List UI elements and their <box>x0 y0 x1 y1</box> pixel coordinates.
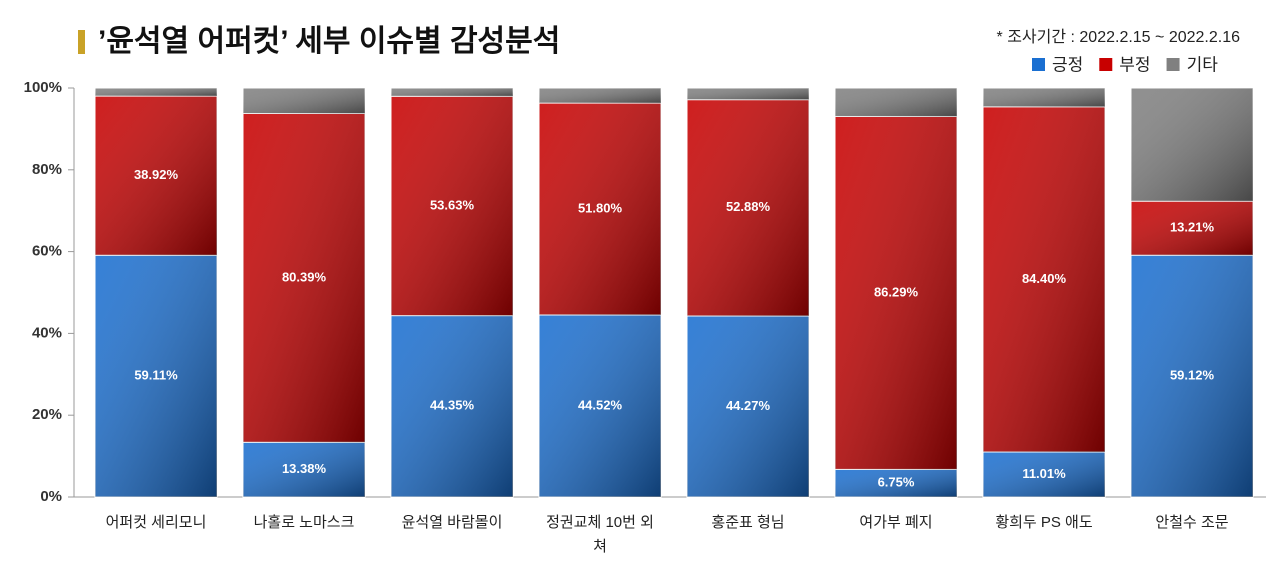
bar-shade <box>539 103 661 315</box>
value-label: 59.11% <box>134 368 178 383</box>
x-tick-label: 어퍼컷 세리모니 <box>105 514 207 531</box>
legend-swatch <box>1032 58 1045 71</box>
x-tick-label: 나홀로 노마스크 <box>253 514 355 531</box>
bar-shade <box>983 451 1105 497</box>
bar-shade <box>243 88 365 114</box>
bar-shade <box>687 99 809 316</box>
value-label: 59.12% <box>1170 368 1215 383</box>
bar-shade <box>687 315 809 497</box>
y-tick-label: 40% <box>32 324 62 341</box>
bar-shade <box>539 88 661 104</box>
bar-shade <box>835 469 957 497</box>
bar-shade <box>835 116 957 470</box>
bar-shade <box>243 113 365 443</box>
value-label: 84.40% <box>1022 271 1067 286</box>
bar-shade <box>391 88 513 97</box>
value-label: 11.01% <box>1022 466 1066 481</box>
value-label: 80.39% <box>282 269 327 284</box>
bar-shade <box>983 106 1105 452</box>
title-marker <box>78 30 85 54</box>
value-label: 44.52% <box>578 397 623 412</box>
bar-shade <box>391 96 513 316</box>
value-label: 13.38% <box>282 461 327 476</box>
subtitle: * 조사기간 : 2022.2.15 ~ 2022.2.16 <box>997 28 1241 46</box>
bar-shade <box>95 255 217 497</box>
bar-shade <box>983 88 1105 107</box>
value-label: 6.75% <box>878 475 915 490</box>
y-tick-label: 20% <box>32 406 62 423</box>
bar-shade <box>835 88 957 117</box>
value-label: 44.27% <box>726 398 771 413</box>
legend-swatch <box>1166 58 1180 71</box>
bar-shade <box>1131 88 1253 202</box>
bar-shade <box>1131 201 1253 256</box>
chart-title: ’윤석열 어퍼컷’ 세부 이슈별 감성분석 <box>98 25 560 58</box>
bar-shade <box>687 88 809 100</box>
bar-shade <box>391 315 513 497</box>
y-tick-label: 100% <box>24 79 62 96</box>
value-label: 44.35% <box>430 398 475 413</box>
bar-shade <box>95 88 217 97</box>
legend-swatch <box>1099 58 1113 71</box>
bar-shade <box>1131 255 1253 497</box>
x-tick-label: 안철수 조문 <box>1155 514 1229 531</box>
legend-label: 기타 <box>1187 55 1219 74</box>
x-tick-label: 여가부 폐지 <box>859 514 933 531</box>
x-tick-label: 정권교체 10번 외쳐 <box>546 514 654 555</box>
y-tick-label: 80% <box>32 161 62 178</box>
value-label: 51.80% <box>578 200 623 215</box>
legend-label: 긍정 <box>1052 55 1083 74</box>
x-tick-label: 황희두 PS 애도 <box>995 514 1093 531</box>
value-label: 52.88% <box>726 199 771 214</box>
value-label: 86.29% <box>874 284 919 299</box>
y-tick-label: 60% <box>32 243 62 260</box>
bar-shade <box>95 96 217 256</box>
bar-shade <box>243 442 365 497</box>
y-tick-label: 0% <box>40 488 62 505</box>
x-tick-label: 윤석열 바람몰이 <box>401 514 503 531</box>
value-label: 38.92% <box>134 167 179 182</box>
x-tick-label: 홍준표 형님 <box>711 514 785 531</box>
legend-label: 부정 <box>1119 55 1150 74</box>
bar-shade <box>539 314 661 497</box>
value-label: 53.63% <box>430 197 475 212</box>
value-label: 13.21% <box>1170 220 1215 235</box>
